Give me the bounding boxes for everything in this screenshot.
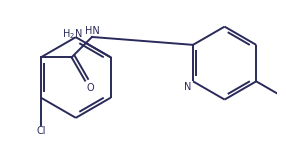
Text: H$_2$N: H$_2$N xyxy=(62,27,83,41)
Text: O: O xyxy=(87,83,95,93)
Text: N: N xyxy=(184,82,191,92)
Text: HN: HN xyxy=(85,26,99,36)
Text: Cl: Cl xyxy=(36,126,46,136)
